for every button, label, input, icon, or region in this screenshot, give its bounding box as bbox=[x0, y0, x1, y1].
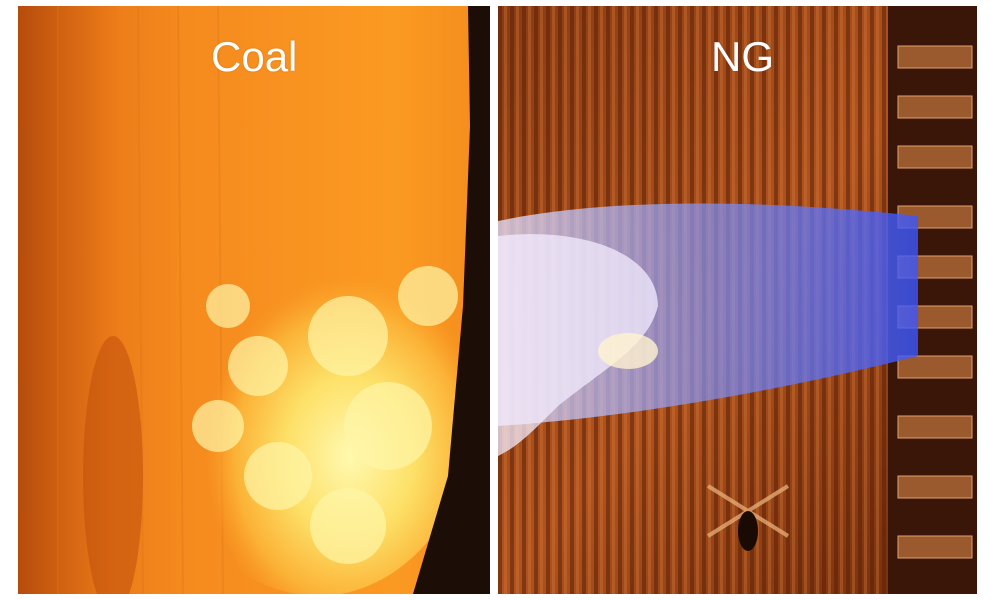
ng-flame-photo: NG bbox=[498, 6, 977, 594]
coal-label: Coal bbox=[211, 33, 298, 80]
ng-label: NG bbox=[711, 33, 774, 80]
coal-flame-photo: Coal bbox=[18, 6, 490, 594]
coal-flame-image bbox=[18, 6, 490, 594]
ng-flame-image bbox=[498, 6, 977, 594]
